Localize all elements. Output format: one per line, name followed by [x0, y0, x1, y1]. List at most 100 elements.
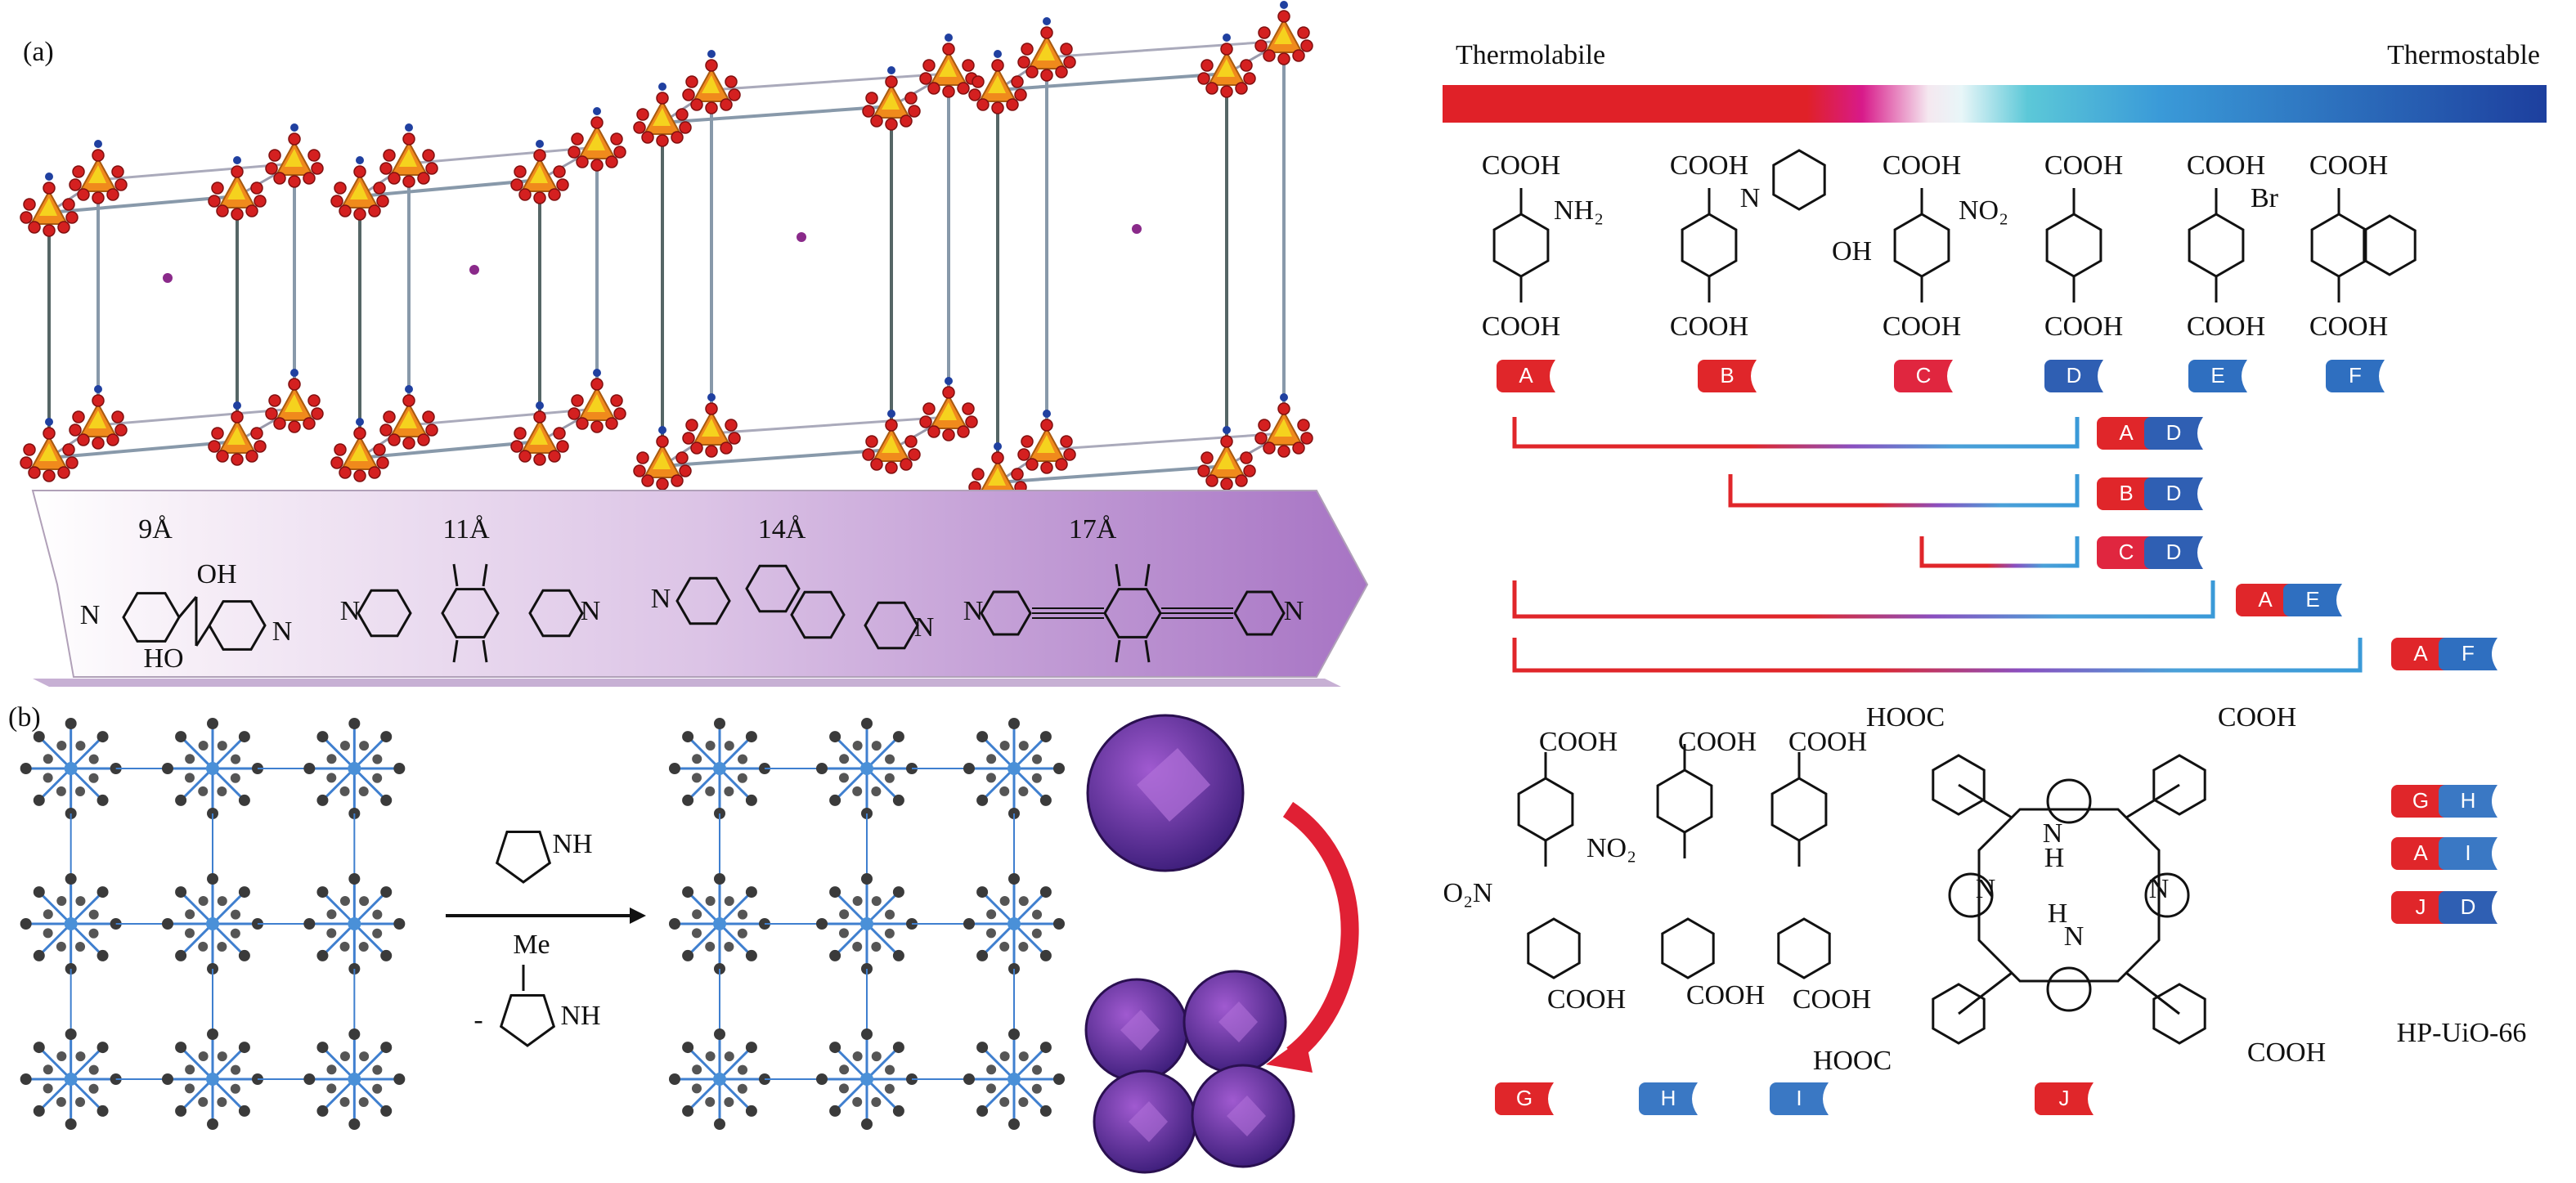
n-atom	[994, 442, 1002, 450]
c-atom	[885, 1064, 895, 1075]
n-atom	[658, 426, 666, 434]
o-atom	[972, 468, 985, 481]
zr-node-face	[653, 451, 671, 469]
c-atom	[1053, 918, 1065, 930]
o-atom	[373, 181, 386, 195]
c-atom	[737, 773, 747, 783]
o-atom	[106, 188, 119, 201]
zn-bond	[687, 1046, 721, 1081]
linker-tag: A	[1519, 363, 1533, 388]
atom-label: COOH	[1793, 984, 1871, 1015]
o-atom	[690, 98, 703, 111]
c-atom	[892, 1105, 904, 1117]
o-atom	[20, 211, 33, 224]
zn-bond	[211, 891, 245, 925]
ring	[1527, 917, 1581, 979]
linker	[48, 195, 238, 214]
o-atom	[605, 417, 618, 430]
c-atom	[56, 895, 67, 906]
o-atom	[1200, 451, 1214, 464]
combination-bracket	[1512, 417, 2080, 449]
c-atom	[745, 1105, 757, 1117]
atom-label: N	[1284, 596, 1304, 626]
o-atom	[353, 208, 366, 221]
c-atom	[238, 794, 250, 806]
c-atom	[96, 731, 109, 743]
c-atom	[705, 1096, 716, 1107]
atom-label: COOH	[2247, 1037, 2326, 1068]
c-atom	[669, 763, 680, 774]
combination-tag: D	[2461, 894, 2476, 919]
o-atom	[231, 453, 244, 466]
c-atom	[316, 886, 329, 898]
n-atom	[658, 83, 666, 91]
linker-tag: G	[1516, 1086, 1533, 1110]
zn-bond	[718, 1046, 752, 1081]
c-atom	[380, 731, 393, 743]
c-atom	[393, 763, 406, 774]
c-atom	[185, 754, 195, 764]
linker	[1046, 432, 1285, 451]
linker-tag: B	[1720, 363, 1734, 388]
o-atom	[548, 188, 561, 201]
o-atom	[111, 165, 124, 178]
zn-bond	[211, 736, 245, 770]
atom-label: COOH	[1482, 150, 1560, 181]
c-atom	[691, 928, 702, 939]
o-atom	[576, 155, 589, 168]
linker	[359, 440, 541, 459]
o-atom	[72, 165, 85, 178]
zn-bond	[353, 891, 388, 925]
atom-label: COOH	[1482, 311, 1560, 342]
o-atom	[368, 466, 381, 479]
c-atom	[75, 741, 86, 751]
c-atom	[43, 1083, 53, 1094]
c-atom	[861, 718, 873, 729]
linker	[359, 178, 541, 198]
ring	[357, 589, 412, 638]
c-atom	[326, 928, 337, 939]
o-atom	[725, 419, 738, 432]
linker-tag: E	[2210, 363, 2224, 388]
combination-tag-shape	[2144, 536, 2203, 569]
c-atom	[20, 918, 32, 930]
band-shadow	[33, 679, 1341, 687]
zn-bond	[38, 922, 72, 957]
o-atom	[605, 155, 618, 168]
zr-node-face	[399, 410, 417, 428]
c-atom	[33, 886, 45, 898]
c-atom	[339, 1096, 350, 1107]
c-atom	[884, 928, 895, 939]
i-atom	[797, 232, 806, 242]
zn-bond	[321, 922, 356, 957]
o-atom	[353, 427, 366, 440]
c-atom	[705, 941, 716, 952]
o-atom	[417, 172, 430, 185]
zn-atom	[348, 1073, 361, 1086]
c-atom	[175, 886, 187, 898]
atom-label: COOH	[2309, 311, 2388, 342]
c-atom	[705, 740, 716, 751]
c-atom	[999, 1096, 1010, 1107]
c-atom	[316, 949, 329, 961]
o-atom	[339, 466, 352, 479]
ring	[1681, 213, 1738, 278]
c-atom	[838, 773, 849, 783]
c-atom	[892, 794, 904, 806]
c-atom	[852, 941, 863, 952]
ring	[675, 576, 731, 625]
o-atom	[1292, 441, 1305, 455]
c-atom	[1039, 886, 1052, 898]
o-atom	[556, 178, 569, 191]
zr-node-face	[587, 394, 605, 412]
zr-node-face	[653, 108, 671, 126]
c-atom	[738, 1064, 748, 1075]
atom-label: NO₂	[1959, 195, 2008, 226]
c-atom	[871, 1051, 882, 1062]
ring	[2310, 213, 2367, 278]
o-atom	[422, 410, 435, 423]
c-atom	[976, 886, 989, 898]
c-atom	[839, 909, 850, 920]
c-atom	[88, 928, 99, 939]
c-atom	[976, 794, 989, 806]
